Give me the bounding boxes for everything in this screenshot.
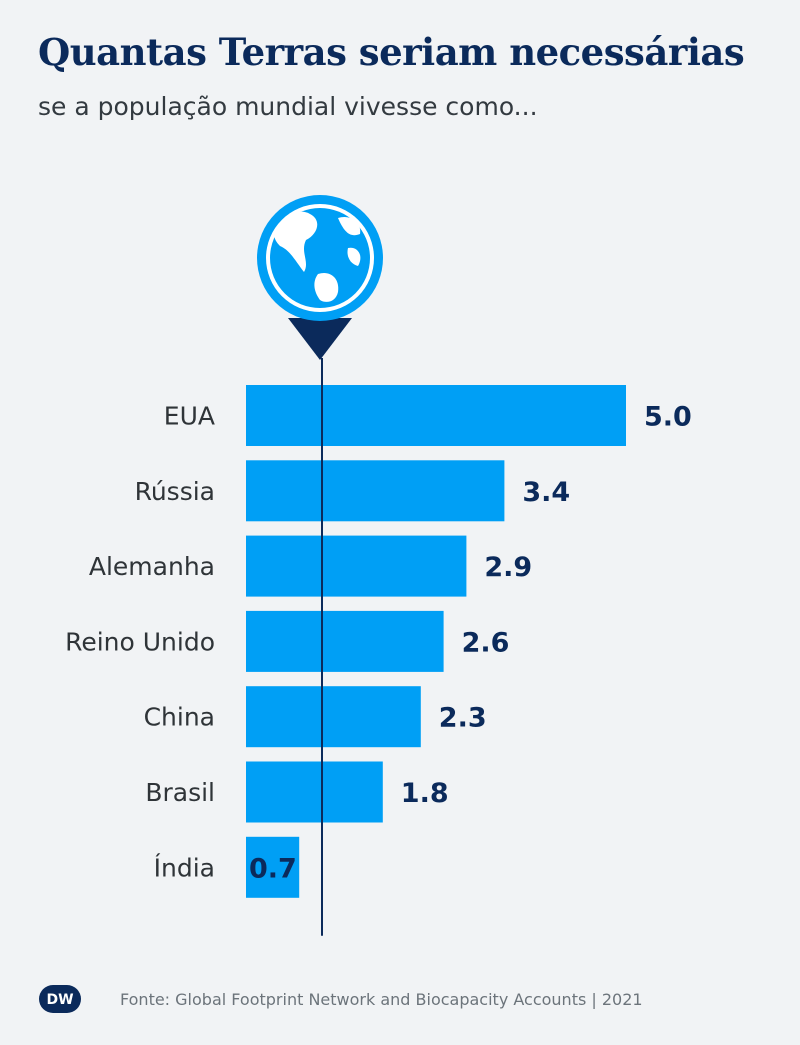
bar	[246, 535, 467, 597]
value-label: 2.3	[439, 703, 487, 734]
chart-subtitle: se a população mundial vivesse como...	[38, 92, 538, 121]
source-note: Fonte: Global Footprint Network and Bioc…	[120, 989, 643, 1009]
bar	[246, 460, 505, 522]
category-label: China	[144, 703, 215, 732]
category-label: Índia	[154, 853, 215, 882]
value-label: 2.9	[484, 552, 532, 583]
chart-title: Quantas Terras seriam necessárias	[38, 30, 745, 74]
bar	[246, 385, 626, 446]
category-label: Rússia	[135, 477, 215, 506]
value-label: 2.6	[462, 627, 510, 658]
value-label: 5.0	[644, 402, 692, 433]
category-label: Reino Unido	[65, 627, 215, 656]
bar	[246, 761, 383, 823]
dw-logo-icon: DW	[39, 985, 81, 1013]
bar	[246, 610, 444, 672]
value-label: 1.8	[401, 778, 449, 809]
category-label: Brasil	[145, 778, 215, 807]
category-label: EUA	[164, 402, 215, 431]
footer: DW Fonte: Global Footprint Network and B…	[38, 984, 778, 1014]
globe-pin-icon	[257, 195, 383, 360]
category-label: Alemanha	[89, 552, 215, 581]
value-label: 3.4	[522, 477, 570, 508]
dw-logo-text: DW	[46, 992, 73, 1008]
value-label: 0.7	[249, 853, 297, 884]
bar	[246, 686, 421, 748]
bar	[246, 836, 300, 898]
bar-chart: EUA Rússia Alemanha Reino Unido China Brasil Í…	[65, 195, 692, 936]
